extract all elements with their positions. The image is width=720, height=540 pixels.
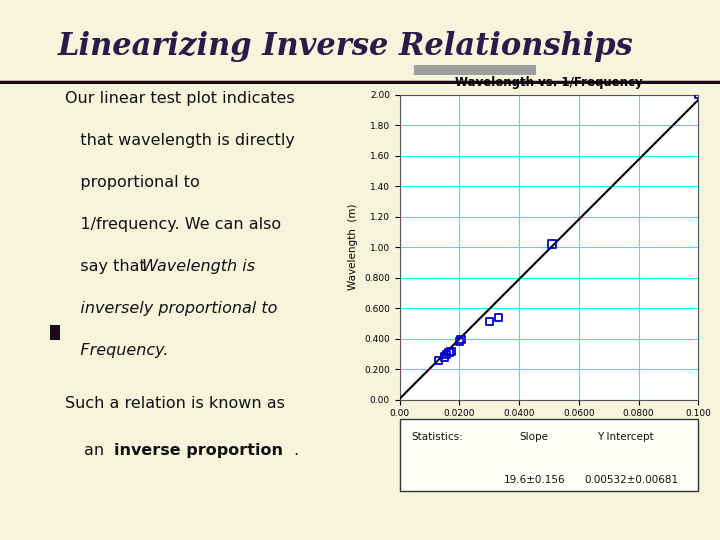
Point (438, 353, 450, 361)
Text: inversely proportional to: inversely proportional to (65, 301, 277, 316)
Text: inverse proportion: inverse proportion (114, 443, 283, 458)
Text: Linearizing Inverse Relationships: Linearizing Inverse Relationships (58, 31, 634, 62)
Point (443, 348, 454, 356)
Point (455, 335, 467, 343)
Y-axis label: Wavelength  (m): Wavelength (m) (348, 204, 359, 291)
Text: Our linear test plot indicates: Our linear test plot indicates (65, 91, 294, 106)
Point (454, 338, 465, 346)
Text: that wavelength is directly: that wavelength is directly (65, 133, 294, 148)
Point (445, 347, 456, 356)
Title: Wavelength vs. 1/Frequency: Wavelength vs. 1/Frequency (455, 76, 643, 89)
Point (546, 240, 558, 248)
FancyBboxPatch shape (400, 418, 698, 491)
Text: proportional to: proportional to (65, 175, 199, 190)
Point (441, 350, 453, 359)
Text: Wavelength is: Wavelength is (143, 259, 256, 274)
Text: Such a relation is known as: Such a relation is known as (65, 396, 284, 411)
Text: Y Intercept: Y Intercept (597, 431, 654, 442)
Text: Frequency.: Frequency. (65, 343, 168, 359)
Point (492, 313, 504, 321)
Point (433, 356, 444, 365)
Text: 1/frequency. We can also: 1/frequency. We can also (65, 217, 281, 232)
Text: Statistics:: Statistics: (412, 431, 463, 442)
Text: say that: say that (65, 259, 150, 274)
Point (693, 90, 704, 99)
Text: .: . (293, 443, 298, 458)
Point (484, 318, 495, 326)
X-axis label: One over Frequency  (s/wave): One over Frequency (s/wave) (471, 424, 627, 434)
Text: 19.6±0.156: 19.6±0.156 (504, 475, 566, 485)
Text: 0.00532±0.00681: 0.00532±0.00681 (585, 475, 679, 485)
Text: Slope: Slope (519, 431, 548, 442)
Text: an: an (84, 443, 109, 458)
